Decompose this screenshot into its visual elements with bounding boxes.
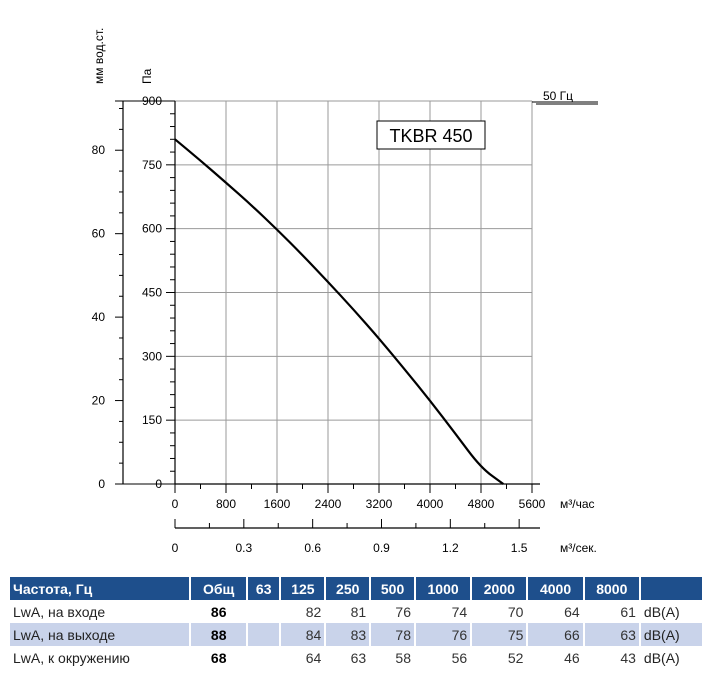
y-tick-label-pa: 750 [142,158,162,172]
value-8000: 43 [620,649,636,666]
y-tick-label-pa: 600 [142,222,162,236]
header-unit [640,577,702,600]
x2-tick-label: 0.6 [304,541,321,555]
x2-tick-label: 1.5 [511,541,528,555]
header-4000: 4000 [528,577,583,600]
model-label-box [376,120,486,150]
table-row-outlet: LwA, на выходе 88 84 83 78 76 75 66 63 d… [10,623,702,646]
chart-grid [175,100,533,484]
total-value: 86 [210,603,227,620]
noise-table: Частота, Гц Общ 63 125 250 500 1000 2000… [8,577,704,669]
value-1000: 56 [451,649,468,666]
y-tick-label-mm: 40 [92,310,106,324]
value-500: 78 [371,623,414,646]
value-2000: 75 [472,623,527,646]
x-tick-label-flow: 800 [216,497,236,511]
value-2000: 52 [507,649,524,666]
x2-tick-label: 0.3 [235,541,252,555]
x-tick-label-flow: 5600 [519,497,546,511]
value-63 [247,623,280,646]
value-500: 58 [395,649,411,666]
x-unit-label: м³/час [560,497,595,511]
table-row-inlet: LwA, на входе 86 82 81 76 74 70 64 61 dB… [10,600,702,623]
total-value: 68 [210,649,227,666]
value-125: 64 [305,649,322,666]
header-63: 63 [247,577,280,600]
noise-table-header: Частота, Гц Общ 63 125 250 500 1000 2000… [10,577,702,600]
y-tick-label-mm: 60 [92,227,106,241]
value-8000: 63 [584,623,639,646]
value-4000: 46 [564,649,580,666]
x2-unit-label: м³/сек. [560,541,597,555]
total-value: 88 [191,623,246,646]
table-row-surroundings: LwA, к окружению 68 64 63 58 56 52 46 43… [10,646,702,669]
y-right-unit-label: Па [140,68,154,84]
header-8000: 8000 [584,577,639,600]
x-tick-label-flow: 4800 [468,497,495,511]
x2-tick-label: 0.9 [373,541,390,555]
x-tick-label-flow: 3200 [366,497,393,511]
unit-label: dB(A) [643,649,680,666]
frequency-label: 50 Гц [543,89,573,103]
x-tick-label-flow: 0 [172,497,179,511]
header-total: Общ [191,577,246,600]
x-tick-label-flow: 2400 [315,497,342,511]
value-250: 81 [350,603,367,620]
row-label: LwA, на входе [13,603,106,620]
chart-ticks [115,100,533,528]
value-63 [248,600,279,623]
value-1000: 74 [451,603,468,620]
value-500: 76 [395,603,411,620]
chart-curves [174,138,504,485]
header-1000: 1000 [415,577,471,600]
x2-tick-label: 0 [172,541,179,555]
header-250: 250 [326,577,370,600]
header-500: 500 [371,577,414,600]
chart-title: TKBR 450 [389,126,472,146]
value-250: 83 [326,623,370,646]
performance-curve [174,138,504,485]
value-250: 63 [350,649,367,666]
value-125: 84 [281,623,325,646]
y-tick-label-mm: 20 [92,394,106,408]
unit-label: dB(A) [643,603,680,620]
y-tick-label-pa: 0 [155,477,162,491]
row-label: LwA, к окружению [13,649,130,666]
header-2000: 2000 [472,577,527,600]
value-1000: 76 [415,623,471,646]
unit-label: dB(A) [640,623,702,646]
y-tick-label-pa: 300 [142,349,162,363]
row-label: LwA, на выходе [10,623,190,646]
y-tick-label-mm: 80 [92,143,106,157]
value-125: 82 [305,603,322,620]
value-63 [248,646,279,669]
y-tick-label-mm: 0 [98,477,105,491]
y-tick-label-pa: 450 [142,286,162,300]
x-tick-label-flow: 4000 [417,497,444,511]
value-8000: 61 [620,603,636,620]
value-4000: 66 [528,623,583,646]
y-tick-label-pa: 900 [142,94,162,108]
x-tick-label-flow: 1600 [264,497,291,511]
y-tick-label-pa: 150 [142,413,162,427]
value-2000: 70 [507,603,524,620]
header-frequency: Частота, Гц [10,577,190,600]
value-4000: 64 [564,603,580,620]
header-125: 125 [281,577,325,600]
x2-tick-label: 1.2 [442,541,459,555]
y-left-unit-label: мм вод.ст. [92,28,106,84]
